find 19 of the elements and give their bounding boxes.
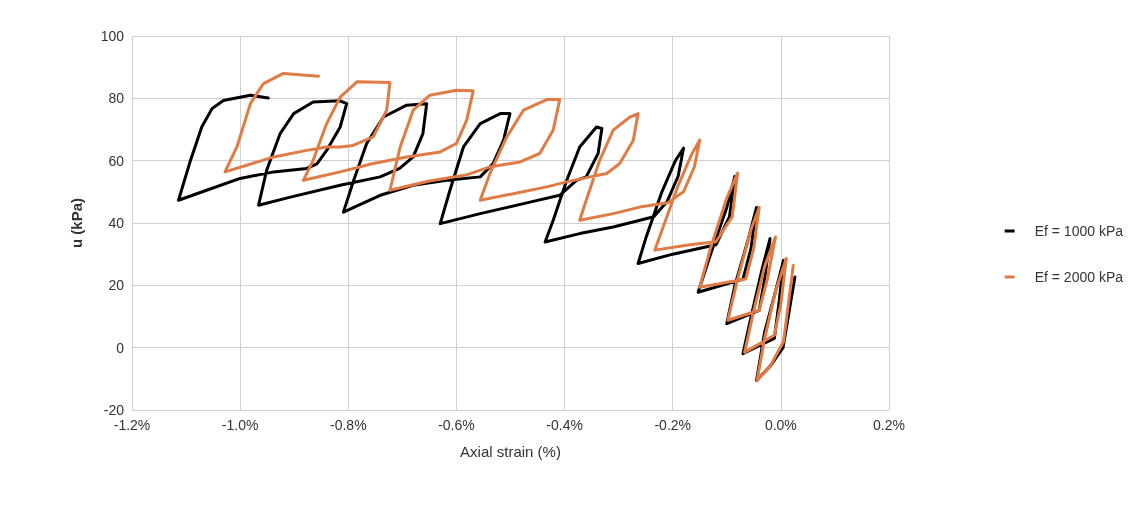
legend-label: Ef = 1000 kPa: [1034, 223, 1124, 239]
y-tick-label: 80: [108, 90, 125, 107]
legend-label: Ef = 2000 kPa: [1034, 269, 1124, 285]
x-tick-label: -0.6%: [438, 417, 475, 433]
x-tick-label: -1.0%: [221, 417, 259, 433]
x-tick-label: -0.8%: [330, 417, 367, 433]
x-tick-label: -0.2%: [654, 417, 691, 433]
x-tick-label: -0.4%: [546, 417, 583, 433]
y-tick-label: 100: [100, 28, 125, 44]
y-tick-label: 0: [116, 339, 125, 356]
y-axis-title: u (kPa): [68, 197, 85, 249]
y-tick-label: 60: [108, 152, 125, 169]
y-tick-label: -20: [103, 402, 125, 418]
x-tick-label: 0.0%: [764, 417, 797, 433]
y-tick-label: 40: [108, 215, 125, 231]
x-axis-title: Axial strain (%): [460, 443, 561, 460]
x-tick-label: -1.2%: [113, 417, 151, 433]
x-tick-label: 0.2%: [873, 417, 905, 433]
y-tick-label: 20: [108, 277, 125, 294]
